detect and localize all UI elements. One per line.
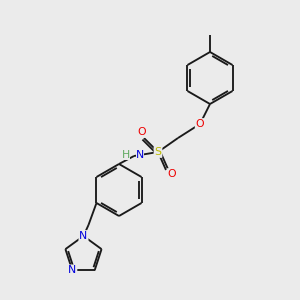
Text: O: O [168,169,176,179]
Text: N: N [68,266,76,275]
Text: N: N [136,150,144,160]
Text: O: O [196,119,204,129]
Text: O: O [138,127,146,137]
Text: H: H [122,150,130,160]
Text: S: S [154,147,161,157]
Text: N: N [80,231,88,241]
